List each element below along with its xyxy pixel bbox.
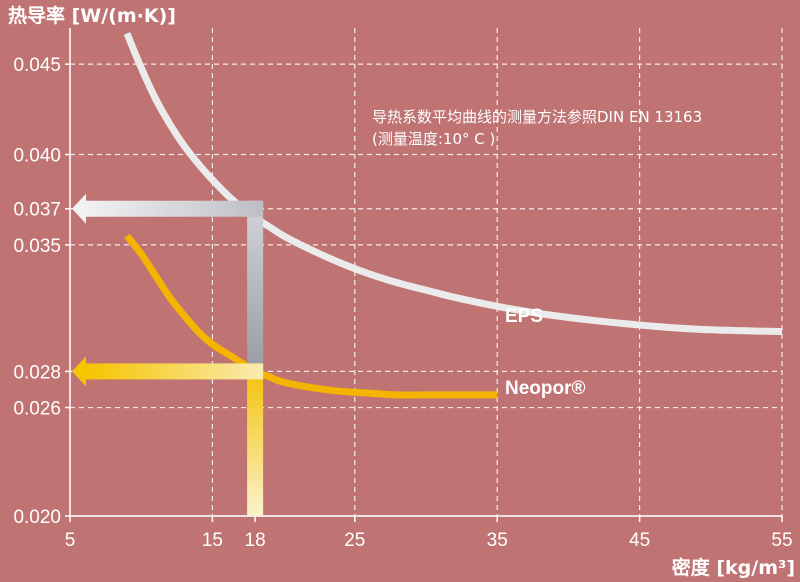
- eps-reference-vertical-bar: [247, 200, 264, 372]
- y-tick-label: 0.045: [13, 55, 61, 76]
- y-tick-label: 0.040: [13, 146, 61, 167]
- x-axis-title: 密度 [kg/m³]: [672, 556, 795, 579]
- y-tick-label: 0.035: [13, 236, 61, 257]
- y-tick-label: 0.028: [13, 362, 61, 383]
- neopor-reference-arrowhead: [72, 356, 86, 387]
- y-tick-label: 0.026: [13, 399, 61, 420]
- eps-reference-arrow-shaft: [86, 200, 264, 217]
- annotation-line-2: (测量温度:10° C ): [372, 130, 495, 148]
- x-tick-label: 18: [245, 530, 266, 551]
- x-tick-label: 45: [629, 530, 650, 551]
- series-line-eps: [123, 32, 783, 336]
- y-tick-label: 0.020: [13, 507, 61, 528]
- annotation-line-1: 导热系数平均曲线的测量方法参照DIN EN 13163: [372, 108, 702, 126]
- neopor-reference-vertical-bar: [247, 363, 264, 516]
- x-tick-label: 15: [202, 530, 223, 551]
- x-tick-label: 5: [65, 530, 76, 551]
- series-label-eps: EPS: [505, 306, 543, 327]
- grid: [69, 28, 783, 517]
- x-tick-label: 35: [487, 530, 508, 551]
- x-tick-label: 55: [771, 530, 792, 551]
- x-tick-label: 25: [344, 530, 365, 551]
- y-axis-title: 热导率 [W/(m·K)]: [8, 4, 176, 27]
- series-label-neopor: Neopor®: [505, 378, 586, 399]
- reference-arrows: [72, 193, 264, 516]
- neopor-reference-arrow-shaft: [86, 363, 264, 380]
- axis-ticks: 0.020 0.026 0.028 0.035 0.037 0.040 0.045 5 15 18…: [13, 55, 792, 551]
- y-tick-label: 0.037: [13, 200, 61, 221]
- eps-reference-arrowhead: [72, 193, 86, 224]
